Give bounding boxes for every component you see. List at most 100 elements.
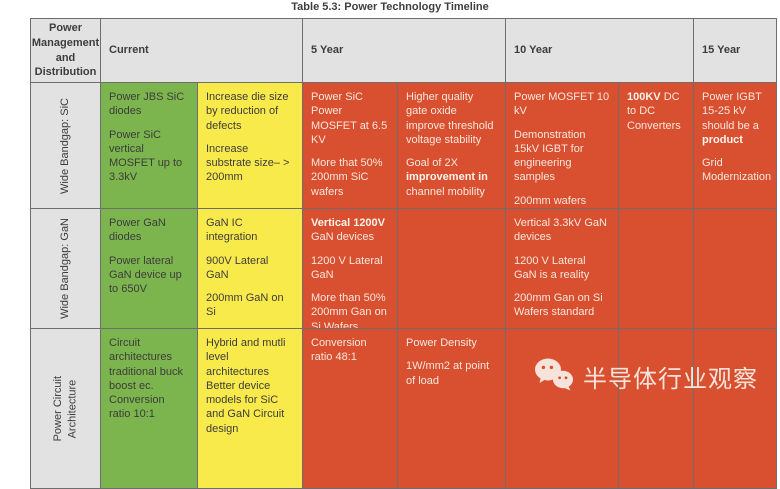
table-cell-wide-bandgap-sic-current-2: Increase die size by reduction of defect… xyxy=(198,83,303,209)
table-cell-wide-bandgap-sic-10year-2: 100KV DC to DC Converters xyxy=(619,83,694,209)
header-10-year: 10 Year xyxy=(506,19,694,83)
cell-paragraph: Goal of 2X improvement in channel mobili… xyxy=(406,156,497,199)
text-segment: 1W/mm2 at point of load xyxy=(406,360,490,387)
row-label-power-circuit-architecture: Power Circuit Architecture xyxy=(31,329,101,489)
row-label-text: Power Circuit Architecture xyxy=(52,375,79,442)
cell-paragraph: 1200 V Lateral GaN is a reality xyxy=(514,254,610,283)
text-segment: Power SiC Power MOSFET at 6.5 KV xyxy=(311,91,388,146)
cell-paragraph: Hybrid and mutli level architectures Bet… xyxy=(206,336,294,436)
cell-paragraph: Vertical 1200V GaN devices xyxy=(311,216,389,245)
row-label-wide-bandgap-sic: Wide Bandgap: SiC xyxy=(31,83,101,209)
table-cell-wide-bandgap-gan-10year-1: Vertical 3.3kV GaN devices 1200 V Lateral… xyxy=(506,209,619,329)
row-label-text: Wide Bandgap: SiC xyxy=(59,97,72,194)
cell-paragraph: Circuit architectures traditional buck b… xyxy=(109,336,189,422)
text-segment: Power lateral GaN device up to 650V xyxy=(109,254,182,296)
text-segment: Vertical 1200V xyxy=(311,217,386,229)
table-cell-wide-bandgap-sic-15year: Power IGBT 15-25 kV should be a product G… xyxy=(694,83,777,209)
text-segment: 200mm GaN on Si xyxy=(206,292,284,319)
text-segment: Power GaN diodes xyxy=(109,217,166,244)
cell-paragraph: Power JBS SiC diodes xyxy=(109,90,189,119)
cell-paragraph: Power IGBT 15-25 kV should be a product xyxy=(702,90,768,147)
text-segment: Hybrid and mutli level architectures Bet… xyxy=(206,337,286,435)
text-segment: Vertical 3.3kV GaN devices xyxy=(514,217,607,244)
table-cell-wide-bandgap-sic-current-1: Power JBS SiC diodes Power SiC vertical M… xyxy=(101,83,198,209)
cell-paragraph: More than 50% 200mm Gan on Si Wafers xyxy=(311,291,389,329)
table-cell-power-circuit-architecture-5year-2: Power Density 1W/mm2 at point of load xyxy=(398,329,506,489)
table-cell-wide-bandgap-sic-5year-1: Power SiC Power MOSFET at 6.5 KV More tha… xyxy=(303,83,398,209)
table-cell-wide-bandgap-gan-current-1: Power GaN diodes Power lateral GaN device… xyxy=(101,209,198,329)
text-segment: Power MOSFET 10 kV xyxy=(514,91,610,118)
table-cell-power-circuit-architecture-10year-1 xyxy=(506,329,619,489)
row-label-text: Wide Bandgap: GaN xyxy=(59,218,72,319)
text-segment: Increase substrate size– > 200mm xyxy=(206,142,290,184)
text-segment: product xyxy=(702,133,743,146)
text-segment: 900V Lateral GaN xyxy=(206,254,269,281)
cell-paragraph: 1200 V Lateral GaN xyxy=(311,254,389,283)
text-segment: Circuit architectures traditional buck b… xyxy=(109,337,183,421)
watermark-text: 半导体行业观察 xyxy=(583,366,758,393)
table-cell-power-circuit-architecture-current-2: Hybrid and mutli level architectures Bet… xyxy=(198,329,303,489)
text-segment: Goal of 2X xyxy=(406,157,458,170)
cell-paragraph: Power GaN diodes xyxy=(109,216,189,245)
cell-paragraph: 1W/mm2 at point of load xyxy=(406,359,497,388)
cell-paragraph: Power SiC Power MOSFET at 6.5 KV xyxy=(311,90,389,147)
corner-header: Power Management and Distribution xyxy=(31,19,101,83)
text-segment: Power IGBT 15-25 kV should be a xyxy=(702,91,762,132)
text-segment: Demonstration 15kV IGBT for engineering … xyxy=(514,128,586,184)
cell-paragraph: 100KV DC to DC Converters xyxy=(627,90,685,133)
cell-paragraph: 200mm wafers standard xyxy=(514,194,610,208)
cell-paragraph: Power MOSFET 10 kV xyxy=(514,90,610,119)
cell-paragraph: Demonstration 15kV IGBT for engineering … xyxy=(514,128,610,185)
text-segment: More that 50% 200mm SiC wafers xyxy=(311,157,383,198)
text-segment: GaN devices xyxy=(311,231,374,244)
text-segment: GaN IC integration xyxy=(206,217,258,244)
table-cell-wide-bandgap-gan-5year-1: Vertical 1200V GaN devices 1200 V Lateral… xyxy=(303,209,398,329)
table-cell-wide-bandgap-sic-10year-1: Power MOSFET 10 kV Demonstration 15kV IGB… xyxy=(506,83,619,209)
text-segment: 1200 V Lateral GaN xyxy=(311,254,383,281)
text-segment: Power JBS SiC diodes xyxy=(109,91,185,118)
text-segment: Power SiC vertical MOSFET up to 3.3kV xyxy=(109,128,183,184)
cell-paragraph: Increase substrate size– > 200mm xyxy=(206,142,294,185)
text-segment: improvement in xyxy=(406,171,488,184)
text-segment: 200mm Gan on Si Wafers standard xyxy=(514,292,603,319)
text-segment: Higher quality gate oxide improve thresh… xyxy=(406,91,494,146)
text-segment: More than 50% 200mm Gan on Si Wafers xyxy=(311,292,387,329)
text-segment: Increase die size by reduction of defect… xyxy=(206,91,289,132)
cell-paragraph: More that 50% 200mm SiC wafers xyxy=(311,156,389,199)
table-cell-wide-bandgap-gan-10year-2 xyxy=(619,209,694,329)
cell-paragraph: GaN IC integration xyxy=(206,216,294,245)
cell-paragraph: Power Density xyxy=(406,336,497,350)
text-segment: Power Density xyxy=(406,337,477,349)
table-cell-power-circuit-architecture-15year xyxy=(694,329,777,489)
cell-paragraph: Power SiC vertical MOSFET up to 3.3kV xyxy=(109,128,189,185)
text-segment: channel mobility xyxy=(406,185,485,198)
page-title: Table 5.3: Power Technology Timeline xyxy=(291,1,489,13)
cell-paragraph: 900V Lateral GaN xyxy=(206,254,294,283)
table-cell-power-circuit-architecture-current-1: Circuit architectures traditional buck b… xyxy=(101,329,198,489)
text-segment: DC to DC Converters xyxy=(627,91,681,132)
header-5-year: 5 Year xyxy=(303,19,506,83)
text-segment: Conversion ratio 48:1 xyxy=(311,337,367,364)
cell-paragraph: Conversion ratio 48:1 xyxy=(311,336,389,365)
cell-paragraph: Higher quality gate oxide improve thresh… xyxy=(406,90,497,147)
text-segment: 200mm wafers standard xyxy=(514,194,587,207)
table-cell-wide-bandgap-gan-15year xyxy=(694,209,777,329)
header-current: Current xyxy=(101,19,303,83)
table-cell-wide-bandgap-sic-5year-2: Higher quality gate oxide improve thresh… xyxy=(398,83,506,209)
text-segment: Grid Modernization xyxy=(702,157,772,184)
table-cell-power-circuit-architecture-10year-2 xyxy=(619,329,694,489)
watermark: 半导体行业观察 xyxy=(534,357,758,396)
cell-paragraph: Grid Modernization xyxy=(702,156,772,185)
cell-paragraph: Increase die size by reduction of defect… xyxy=(206,90,294,133)
text-segment: 1200 V Lateral GaN is a reality xyxy=(514,254,590,281)
cell-paragraph: 200mm Gan on Si Wafers standard xyxy=(514,291,610,320)
table-cell-wide-bandgap-gan-5year-2 xyxy=(398,209,506,329)
cell-paragraph: 200mm GaN on Si xyxy=(206,291,294,320)
header-15-year: 15 Year xyxy=(694,19,777,83)
wechat-icon xyxy=(534,357,574,396)
power-technology-timeline-table: Power Management and Distribution Current… xyxy=(30,18,777,489)
cell-paragraph: Vertical 3.3kV GaN devices xyxy=(514,216,610,245)
text-segment: 100KV xyxy=(627,91,661,103)
table-cell-power-circuit-architecture-5year-1: Conversion ratio 48:1 xyxy=(303,329,398,489)
table-cell-wide-bandgap-gan-current-2: GaN IC integration 900V Lateral GaN 200mm … xyxy=(198,209,303,329)
